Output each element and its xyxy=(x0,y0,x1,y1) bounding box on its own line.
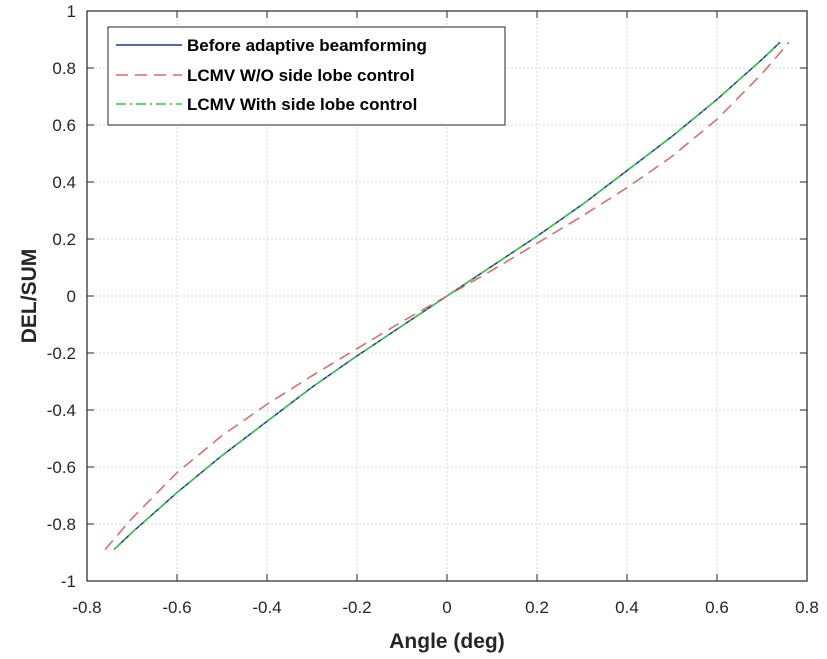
legend: Before adaptive beamforming LCMV W/O sid… xyxy=(107,26,506,126)
series-lines xyxy=(104,41,790,551)
y-tick-label: -0.8 xyxy=(47,515,76,534)
x-tick-label: -0.2 xyxy=(342,598,371,617)
y-tick-label: 0.4 xyxy=(52,173,76,192)
x-axis-label: Angle (deg) xyxy=(389,630,505,653)
y-tick-label: 0.8 xyxy=(52,59,76,78)
y-tick-label: -0.4 xyxy=(47,401,76,420)
y-tick-label: 0 xyxy=(67,287,76,306)
x-axis-ticks: -0.8 -0.6 -0.4 -0.2 0 0.2 0.4 0.6 0.8 xyxy=(72,11,819,617)
y-tick-label: 0.6 xyxy=(52,116,76,135)
y-axis-ticks: -1 -0.8 -0.6 -0.4 -0.2 0 0.2 0.4 0.6 0.8 1 xyxy=(47,2,807,591)
series-line-2 xyxy=(104,41,790,551)
y-tick-label: 0.2 xyxy=(52,230,76,249)
legend-label-before: Before adaptive beamforming xyxy=(187,36,427,55)
y-tick-label: -0.2 xyxy=(47,344,76,363)
x-tick-label: 0.8 xyxy=(795,598,819,617)
legend-label-lcmv-with: LCMV With side lobe control xyxy=(187,95,417,114)
x-tick-label: 0.4 xyxy=(615,598,639,617)
x-tick-label: 0.6 xyxy=(705,598,729,617)
x-tick-label: -0.4 xyxy=(252,598,281,617)
y-axis-label: DEL/SUM xyxy=(18,249,41,344)
legend-label-lcmv-wo: LCMV W/O side lobe control xyxy=(187,66,415,85)
y-tick-label: 1 xyxy=(67,2,76,21)
series-line-3 xyxy=(113,41,781,551)
legend-box xyxy=(107,26,506,126)
x-tick-label: 0 xyxy=(442,598,451,617)
y-tick-label: -0.6 xyxy=(47,458,76,477)
x-tick-label: -0.6 xyxy=(162,598,191,617)
y-tick-label: -1 xyxy=(61,572,76,591)
x-tick-label: 0.2 xyxy=(525,598,549,617)
x-tick-label: -0.8 xyxy=(72,598,101,617)
